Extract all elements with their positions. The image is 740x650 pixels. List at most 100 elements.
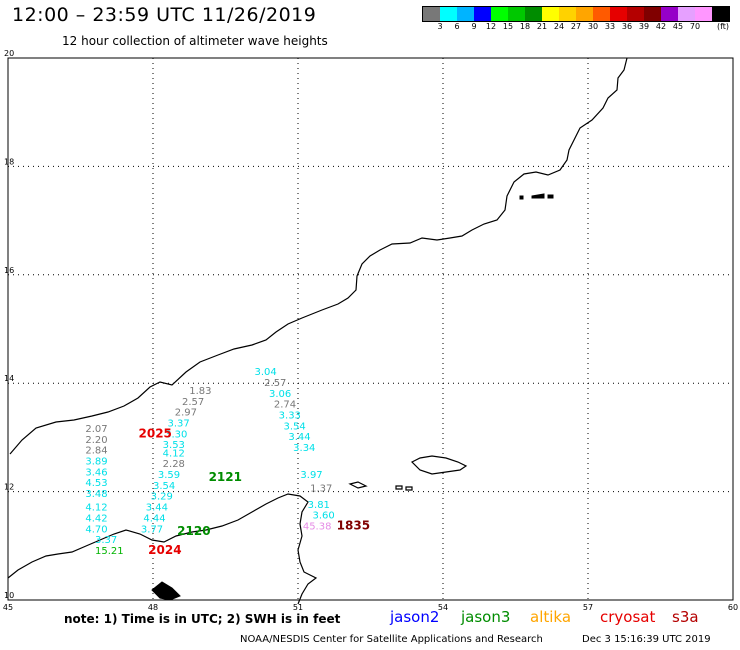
color-scale-label: 21: [536, 22, 548, 31]
pass-time-labels: 2025 2121 2120 2024 1835: [139, 426, 371, 557]
wave-height-value: 3.59: [158, 470, 180, 481]
wave-height-value: 3.81: [308, 500, 330, 511]
color-scale-label: 33: [604, 22, 616, 31]
satellite-legend-item: jason2: [390, 608, 440, 626]
color-scale-label: 30: [587, 22, 599, 31]
wave-height-value: 3.06: [269, 389, 291, 400]
axis-tick-labels: 45 48 51 54 57 60 20 18 16 14 12 10: [3, 49, 738, 612]
wave-height-value: 2.28: [163, 459, 185, 470]
color-swatch: [576, 7, 593, 21]
color-scale-label: 24: [553, 22, 565, 31]
color-scale-label: 3: [437, 22, 443, 31]
footnote: note: 1) Time is in UTC; 2) SWH is in fe…: [64, 612, 341, 626]
wave-height-value: 2.57: [182, 397, 204, 408]
color-swatch: [423, 7, 440, 21]
wave-height-value: 3.77: [141, 524, 163, 535]
observation-values: 2.072.202.841.832.572.972.282.572.741.37…: [85, 367, 334, 557]
wave-height-value: 2.20: [85, 435, 107, 446]
pass-time-label: 2025: [139, 426, 172, 440]
map-frame: [7, 57, 734, 601]
color-scale-label: 70: [689, 22, 701, 31]
color-swatch: [661, 7, 678, 21]
pass-time-label: 2120: [177, 524, 210, 538]
page-title: 12:00 – 23:59 UTC 11/26/2019: [12, 4, 317, 26]
color-swatch: [627, 7, 644, 21]
somali-coastline: [7, 493, 318, 605]
pass-time-label: 1835: [337, 519, 370, 533]
color-scale-labels: 3 6 9 12 15 18 21 24 27 30 33 36 39 42 45 70: [422, 22, 740, 34]
lat-tick-label: 20: [4, 49, 14, 58]
lat-tick-label: 16: [4, 266, 14, 275]
small-island: [395, 485, 403, 490]
color-swatch: [542, 7, 559, 21]
color-scale-label: 42: [655, 22, 667, 31]
wave-height-value: 2.74: [274, 400, 296, 411]
wave-height-value: 3.48: [85, 489, 107, 500]
lat-tick-label: 10: [4, 591, 14, 600]
small-island: [531, 193, 545, 199]
wave-height-value: 3.30: [165, 429, 187, 440]
lon-tick-label: 51: [293, 603, 303, 612]
wave-height-value: 1.83: [189, 386, 211, 397]
wave-height-value: 3.37: [168, 419, 190, 430]
pass-time-label: 2024: [148, 543, 181, 557]
lat-tick-label: 18: [4, 157, 14, 166]
lat-tick-label: 12: [4, 483, 14, 492]
wave-height-value: 3.53: [163, 440, 185, 451]
wave-height-value: 3.60: [313, 511, 335, 522]
color-scale-unit: (ft): [717, 22, 730, 31]
wave-height-value: 4.12: [163, 448, 185, 459]
color-scale-label: 27: [570, 22, 582, 31]
wave-height-value: 3.44: [146, 503, 168, 514]
small-island: [151, 581, 181, 601]
socotra-island: [410, 455, 468, 475]
wave-height-value: 3.34: [293, 443, 315, 454]
wave-height-value: 1.37: [310, 484, 332, 495]
wave-height-value: 4.70: [85, 524, 107, 535]
wave-height-value: 4.42: [85, 513, 107, 524]
color-scale-label: 9: [471, 22, 477, 31]
wave-height-value: 3.54: [284, 421, 306, 432]
color-swatch: [695, 7, 712, 21]
color-swatch: [559, 7, 576, 21]
arabian-coastline: [9, 57, 628, 455]
page-subtitle: 12 hour collection of altimeter wave hei…: [62, 34, 328, 48]
small-island: [405, 486, 413, 491]
wave-height-value: 4.44: [143, 513, 165, 524]
satellite-legend-item: s3a: [672, 608, 699, 626]
satellite-legend-item: jason3: [461, 608, 511, 626]
color-swatch: [593, 7, 610, 21]
color-swatch: [457, 7, 474, 21]
color-scale-label: 36: [621, 22, 633, 31]
color-scale-label: 15: [502, 22, 514, 31]
wave-height-value: 2.57: [264, 378, 286, 389]
color-swatch: [610, 7, 627, 21]
color-swatch: [474, 7, 491, 21]
wave-height-value: 2.07: [85, 424, 107, 435]
color-swatch: [525, 7, 542, 21]
lon-tick-label: 45: [3, 603, 13, 612]
lon-tick-label: 60: [728, 603, 738, 612]
wave-height-value: 4.12: [85, 503, 107, 514]
wave-height-value: 3.04: [255, 367, 277, 378]
wave-height-value: 3.37: [95, 535, 117, 546]
wave-height-value: 4.53: [85, 478, 107, 489]
lon-tick-label: 54: [438, 603, 448, 612]
color-scale-label: 39: [638, 22, 650, 31]
color-scale-label: 6: [454, 22, 460, 31]
color-scale-label: 18: [519, 22, 531, 31]
coastline: [7, 57, 628, 605]
color-scale-label: 45: [672, 22, 684, 31]
wave-height-value: 3.29: [151, 492, 173, 503]
small-island: [348, 481, 368, 489]
wave-height-value: 3.97: [300, 470, 322, 481]
wave-height-value: 2.84: [85, 446, 107, 457]
color-swatch: [644, 7, 661, 21]
lat-lon-grid: [7, 57, 734, 601]
color-scale-label: 12: [485, 22, 497, 31]
wave-height-value: 3.33: [279, 410, 301, 421]
generated-date: Dec 3 15:16:39 UTC 2019: [582, 634, 711, 645]
satellite-legend-item: cryosat: [600, 608, 656, 626]
wave-height-value: 45.38: [303, 522, 332, 533]
